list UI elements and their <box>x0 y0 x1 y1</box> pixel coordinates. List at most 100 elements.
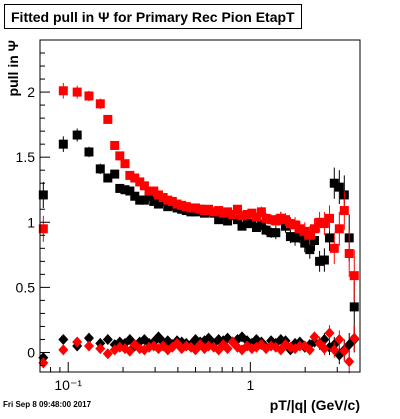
square-marker <box>191 203 201 213</box>
data-point <box>324 205 334 232</box>
chart-title: Fitted pull in Ψ for Primary Rec Pion Et… <box>11 8 295 25</box>
chart-title-box: Fitted pull in Ψ for Primary Rec Pion Et… <box>4 4 302 29</box>
square-marker <box>300 238 310 248</box>
square-marker <box>256 220 266 230</box>
square-marker <box>172 199 182 209</box>
data-point <box>58 82 68 99</box>
square-marker <box>135 177 145 187</box>
diamond-marker <box>58 333 69 345</box>
data-point <box>319 248 329 272</box>
data-point <box>334 330 345 349</box>
data-point <box>334 211 344 246</box>
square-marker <box>144 186 154 196</box>
data-point <box>38 215 48 242</box>
square-marker <box>232 204 242 214</box>
diamond-marker <box>102 348 113 360</box>
square-marker <box>139 181 149 191</box>
square-marker <box>72 130 82 140</box>
square-marker <box>309 236 319 246</box>
data-point <box>334 170 344 205</box>
data-point <box>115 151 125 161</box>
diamond-marker <box>319 343 330 355</box>
data-point <box>125 186 135 196</box>
square-marker <box>38 190 48 200</box>
square-marker <box>266 215 276 225</box>
square-marker <box>95 99 105 109</box>
square-marker <box>319 255 329 265</box>
square-marker <box>144 191 154 201</box>
diamond-marker <box>58 344 69 356</box>
square-marker <box>295 224 305 234</box>
square-marker <box>290 220 300 230</box>
data-point <box>83 332 94 344</box>
diamond-marker <box>222 343 233 355</box>
square-marker <box>103 114 113 124</box>
square-marker <box>139 195 149 205</box>
square-marker <box>223 207 233 217</box>
square-marker <box>285 219 295 229</box>
square-marker <box>266 228 276 238</box>
data-point <box>319 211 329 236</box>
data-point <box>349 249 359 302</box>
square-marker <box>115 151 125 161</box>
diamond-marker <box>124 345 135 357</box>
data-point <box>344 349 355 374</box>
data-point <box>349 325 360 352</box>
diamond-marker <box>304 344 315 356</box>
square-marker <box>158 193 168 203</box>
square-marker <box>110 140 120 150</box>
data-point <box>124 345 135 357</box>
square-marker <box>149 186 159 196</box>
diamond-marker <box>324 327 335 339</box>
data-point <box>139 181 149 191</box>
data-point <box>110 140 120 150</box>
data-point <box>329 342 340 358</box>
data-point <box>222 343 233 355</box>
y-tick-label: 0.5 <box>16 279 36 295</box>
data-point <box>214 215 224 225</box>
series-2 <box>38 82 359 302</box>
data-point <box>228 209 238 219</box>
data-point <box>329 232 339 264</box>
data-point <box>84 146 94 158</box>
data-point <box>72 336 83 348</box>
square-marker <box>319 219 329 229</box>
y-axis-label: pull in Ψ <box>5 40 21 96</box>
square-marker <box>324 233 334 243</box>
square-marker <box>349 302 359 312</box>
data-point <box>271 226 281 240</box>
x-tick-label: 10⁻¹ <box>54 377 82 393</box>
x-axis-label: pT/|q| (GeV/c) <box>270 397 360 413</box>
square-marker <box>271 216 281 226</box>
square-marker <box>339 206 349 216</box>
data-point <box>58 344 69 356</box>
square-marker <box>237 221 247 231</box>
square-marker <box>186 203 196 213</box>
square-marker <box>281 215 291 225</box>
square-marker <box>72 87 82 97</box>
square-marker <box>344 249 354 259</box>
data-point <box>84 90 94 102</box>
square-marker <box>334 182 344 192</box>
data-point <box>120 159 130 169</box>
square-marker <box>181 202 191 212</box>
date-stamp: Fri Sep 8 09:48:00 2017 <box>3 400 92 409</box>
data-point <box>344 230 354 277</box>
square-marker <box>125 186 135 196</box>
data-point <box>102 348 113 360</box>
square-marker <box>130 173 140 183</box>
data-point <box>251 212 261 222</box>
square-marker <box>153 190 163 200</box>
chart-marks <box>38 82 360 374</box>
square-marker <box>276 213 286 223</box>
data-point <box>232 204 242 214</box>
y-tick-label: 0 <box>27 344 35 360</box>
square-marker <box>95 164 105 174</box>
diamond-marker <box>339 345 350 357</box>
square-marker <box>135 195 145 205</box>
square-marker <box>163 202 173 212</box>
square-marker <box>251 222 261 232</box>
square-marker <box>305 245 315 255</box>
